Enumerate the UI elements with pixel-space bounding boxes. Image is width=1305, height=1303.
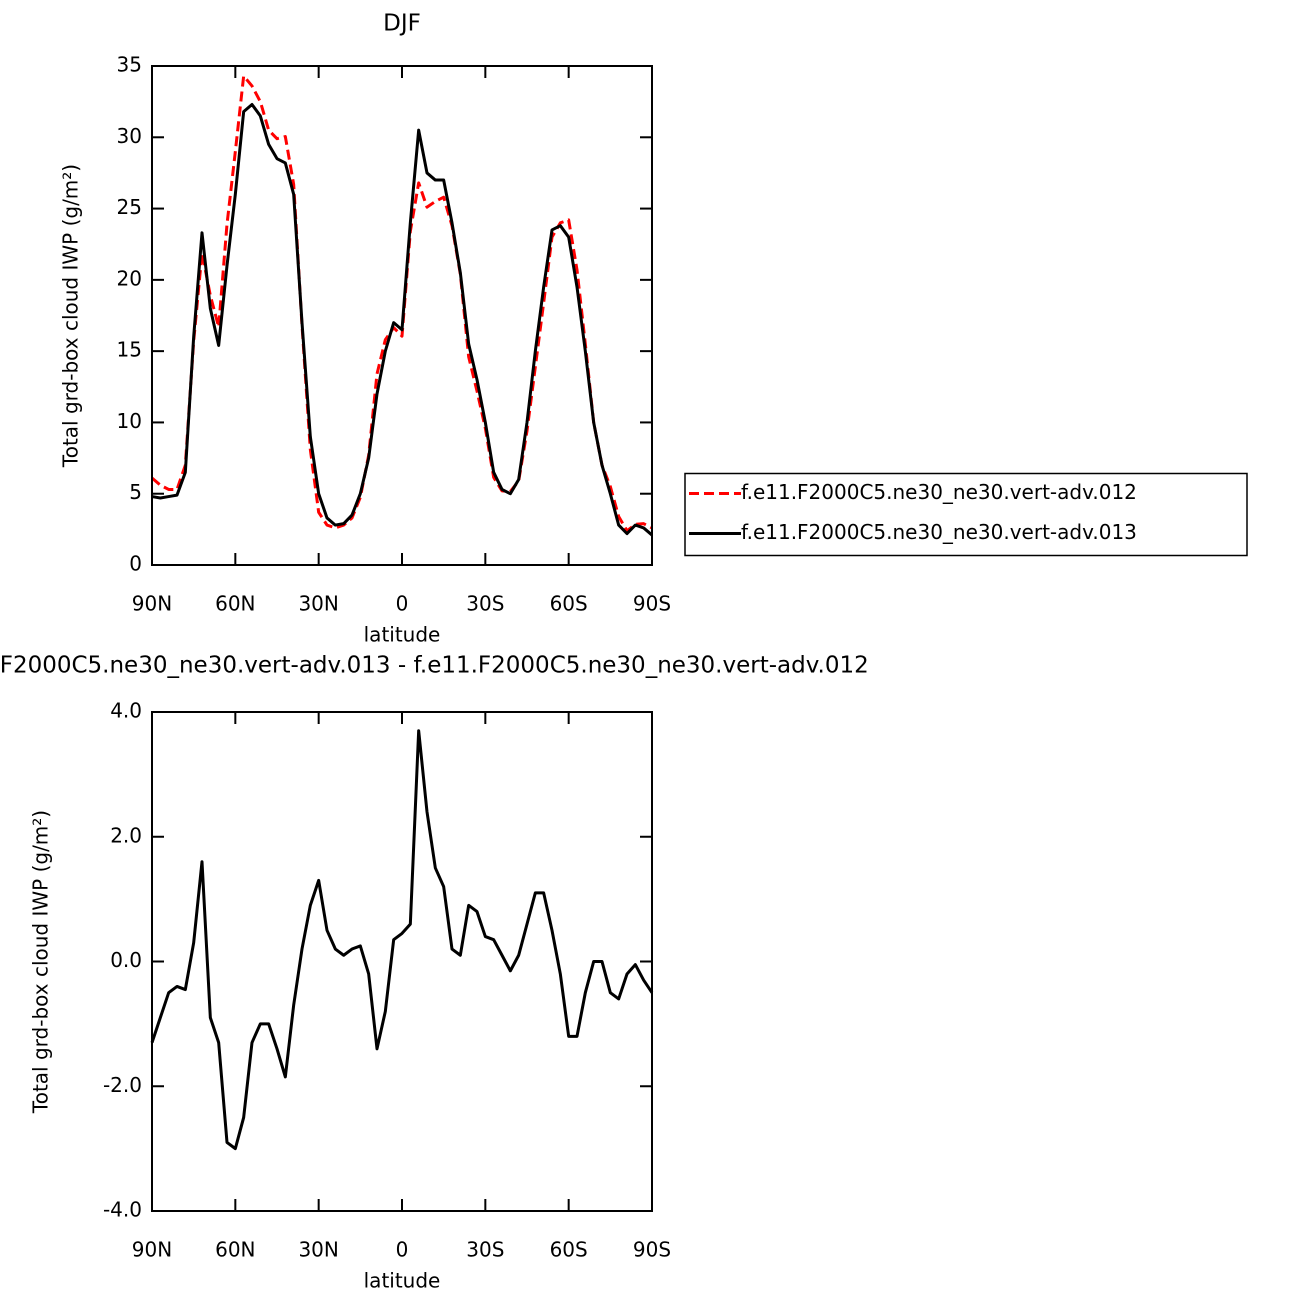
x-axis-label: latitude	[364, 623, 441, 647]
data-line	[151, 102, 653, 537]
y-axis-label: Total grd-box cloud IWP (g/m²)	[29, 810, 53, 1114]
plot-frame	[151, 65, 653, 566]
x-tick-label: 90N	[132, 592, 172, 616]
x-axis-label: latitude	[364, 1269, 441, 1293]
x-tick-label: 30S	[466, 592, 504, 616]
y-tick-label: 25	[117, 195, 142, 219]
chart-title: DJF	[383, 11, 421, 37]
x-tick-label: 30N	[298, 592, 338, 616]
x-tick-label: 90N	[132, 1238, 172, 1262]
x-tick-label: 60S	[550, 592, 588, 616]
y-tick-label: 30	[117, 124, 142, 148]
x-tick-label: 60N	[215, 592, 255, 616]
y-axis-label: Total grd-box cloud IWP (g/m²)	[59, 164, 83, 468]
x-tick-label: 0	[396, 592, 409, 616]
y-tick-label: 5	[129, 480, 142, 504]
x-tick-label: 60N	[215, 1238, 255, 1262]
plot-frame	[151, 711, 653, 1212]
y-tick-label: 35	[117, 53, 142, 77]
y-tick-label: 0.0	[110, 948, 142, 972]
data-line	[150, 729, 654, 1151]
data-line	[151, 74, 653, 533]
chart-title: f.e11.F2000C5.ne30_ne30.vert-adv.013 - f…	[0, 653, 869, 679]
x-tick-label: 90S	[633, 592, 671, 616]
y-tick-label: 15	[117, 338, 142, 362]
x-tick-label: 30S	[466, 1238, 504, 1262]
x-tick-label: 30N	[298, 1238, 338, 1262]
x-tick-label: 90S	[633, 1238, 671, 1262]
y-tick-label: -2.0	[103, 1073, 142, 1097]
y-tick-label: 10	[117, 409, 142, 433]
legend-label: f.e11.F2000C5.ne30_ne30.vert-adv.013	[741, 520, 1137, 544]
y-tick-label: 20	[117, 266, 142, 290]
y-tick-label: -4.0	[103, 1198, 142, 1222]
y-tick-label: 0	[129, 552, 142, 576]
x-tick-label: 0	[396, 1238, 409, 1262]
x-tick-label: 60S	[550, 1238, 588, 1262]
y-tick-label: 2.0	[110, 823, 142, 847]
legend-box	[684, 472, 1248, 557]
y-tick-label: 4.0	[110, 699, 142, 723]
legend-label: f.e11.F2000C5.ne30_ne30.vert-adv.012	[741, 480, 1137, 504]
